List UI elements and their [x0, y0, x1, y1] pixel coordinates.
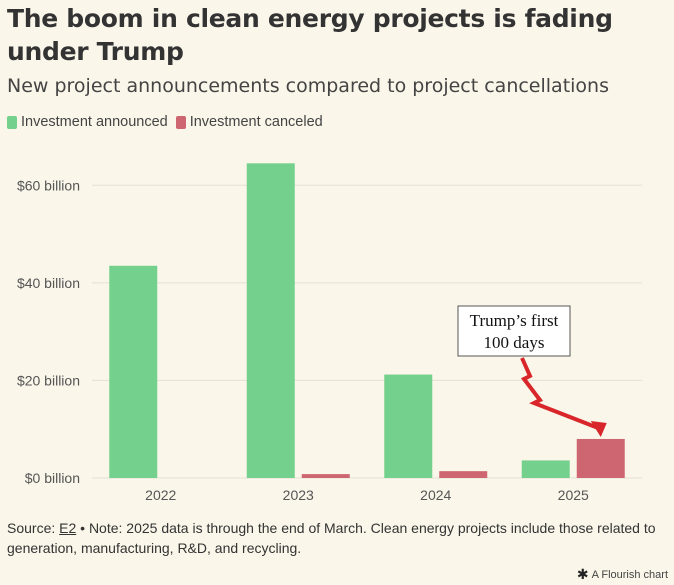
bar-chart: $0 billion $20 billion $40 billion $60 bill… [17, 163, 642, 503]
chart-footer: Source: E2 • Note: 2025 data is through … [7, 518, 657, 558]
legend-item-canceled[interactable]: Investment canceled [175, 114, 323, 130]
x-tick-label: 2024 [420, 487, 451, 503]
x-tick-label: 2023 [283, 487, 314, 503]
y-tick-label: $0 billion [25, 470, 80, 486]
annotation-box [457, 305, 571, 357]
bar-announced-2023 [246, 163, 295, 478]
flourish-branding[interactable]: ✱ A Flourish chart [577, 566, 668, 583]
bar-canceled-2023 [301, 474, 350, 478]
y-tick-label: $60 billion [17, 177, 80, 193]
source-link[interactable]: E2 [59, 520, 77, 536]
y-tick-label: $20 billion [17, 372, 80, 388]
chart-subtitle: New project announcements compared to pr… [7, 75, 609, 97]
branding-label: A Flourish chart [591, 568, 668, 581]
bar-announced-2025 [521, 460, 570, 478]
legend-swatch-canceled [175, 115, 186, 129]
x-tick-label: 2022 [145, 487, 176, 503]
arrow-head-icon [590, 420, 607, 437]
legend-label-canceled: Investment canceled [189, 114, 323, 130]
source-prefix: Source: [7, 520, 60, 536]
annotation-text: 100 days [484, 333, 545, 352]
legend: Investment announced Investment canceled [7, 114, 331, 130]
annotation-text: Trump’s first [470, 311, 559, 330]
chart-title: The boom in clean energy projects is fad… [7, 4, 613, 66]
x-tick-label: 2025 [558, 487, 589, 503]
y-tick-label: $40 billion [17, 275, 80, 291]
flourish-asterisk-icon: ✱ [576, 566, 589, 582]
annotation-arrow [520, 357, 602, 431]
legend-item-announced[interactable]: Investment announced [7, 114, 168, 130]
bar-canceled-2024 [439, 471, 488, 478]
bar-canceled-2025 [576, 438, 625, 478]
footer-note: • Note: 2025 data is through the end of … [7, 520, 656, 556]
legend-swatch-announced [7, 115, 17, 129]
bar-announced-2024 [384, 374, 433, 478]
bar-announced-2022 [109, 265, 158, 478]
legend-label-announced: Investment announced [21, 114, 168, 130]
